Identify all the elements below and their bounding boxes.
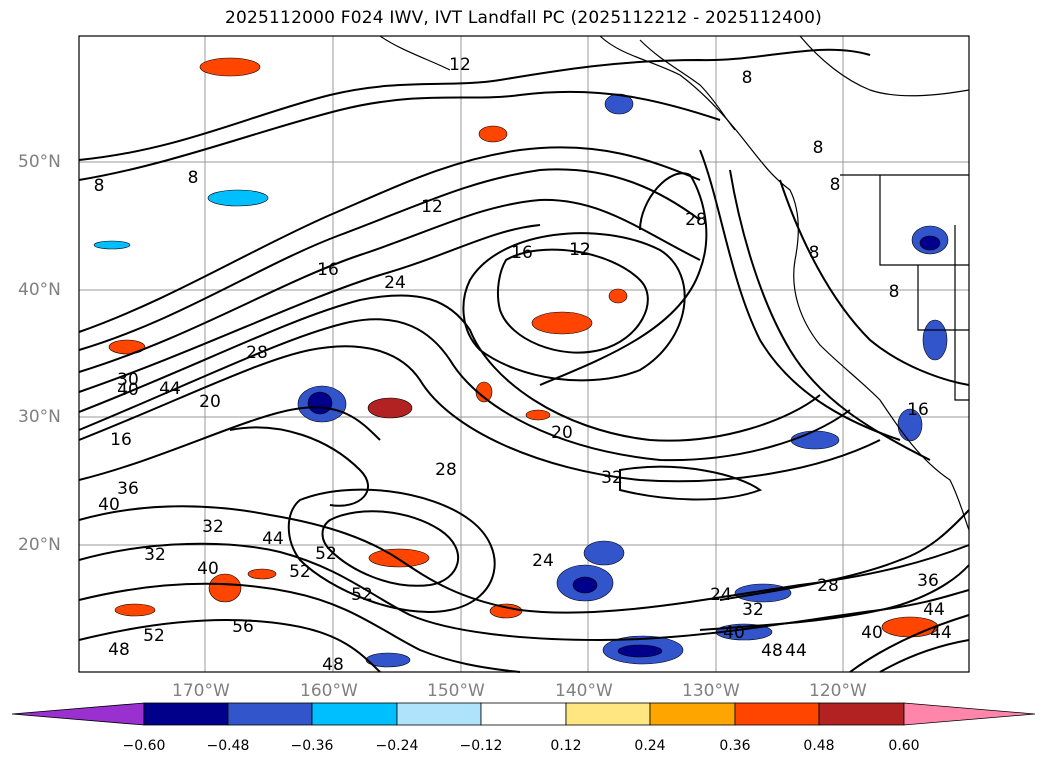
contour-label: 16 [110, 430, 132, 450]
colorbar-swatch [649, 702, 736, 726]
lat-label: 40°N [18, 280, 61, 300]
contour-label: 40 [723, 623, 745, 643]
contour-label: 44 [923, 600, 945, 620]
colorbar-swatch [480, 702, 567, 726]
lon-label: 160°W [300, 681, 358, 701]
coastline [379, 35, 970, 531]
lon-label: 120°W [809, 681, 867, 701]
lon-label: 150°W [427, 681, 485, 701]
colorbar-swatch [818, 702, 905, 726]
colorbar-tick-label: −0.36 [290, 738, 334, 754]
colorbar-tick-label: 0.24 [634, 738, 666, 754]
contour-label: 56 [232, 617, 254, 637]
contour-label: 40 [861, 623, 883, 643]
colorbar-swatch [396, 702, 482, 726]
colorbar [11, 702, 1036, 726]
contour-label: 52 [143, 626, 165, 646]
colorbar-tick-label: 0.12 [550, 738, 582, 754]
contour-label: 32 [144, 545, 166, 565]
contour-label: 16 [317, 260, 339, 280]
contour-label: 40 [117, 380, 139, 400]
contour-label: 8 [830, 175, 841, 195]
colorbar-extend-low [11, 702, 145, 726]
colorbar-swatch [565, 702, 651, 726]
contour-label: 12 [449, 55, 471, 75]
lat-label: 50°N [18, 152, 61, 172]
contour-label: 20 [199, 392, 221, 412]
colorbar-tick-label: 0.60 [888, 738, 920, 754]
colorbar-tick-label: −0.12 [459, 738, 503, 754]
contour-label: 8 [742, 68, 753, 88]
contour-label: 12 [569, 240, 591, 260]
contour-labels: 12 8 8 8 12 16 24 12 16 12 28 8 8 8 44 4… [94, 55, 952, 675]
contour-label: 8 [889, 282, 900, 302]
lon-label: 130°W [682, 681, 740, 701]
contour-label: 48 [108, 640, 130, 660]
contour-label: 8 [94, 176, 105, 196]
contour-label: 24 [532, 551, 554, 571]
map-title: 2025112000 F024 IWV, IVT Landfall PC (20… [224, 8, 823, 28]
colorbar-swatch [734, 702, 820, 726]
shading-blobs [93, 57, 949, 668]
contour-label: 28 [435, 460, 457, 480]
contour-label: 52 [315, 544, 337, 564]
contour-label: 8 [809, 243, 820, 263]
contour-label: 28 [817, 576, 839, 596]
contour-label: 44 [930, 623, 952, 643]
colorbar-tick-label: −0.60 [122, 738, 166, 754]
contour-label: 40 [98, 495, 120, 515]
contour-label: 32 [202, 517, 224, 537]
contour-label: 36 [917, 571, 939, 591]
contour-label: 20 [551, 423, 573, 443]
contour-label: 30 [117, 370, 139, 390]
lat-label: 30°N [18, 407, 61, 427]
colorbar-swatch [227, 702, 313, 726]
contour-label: 52 [289, 562, 311, 582]
contour-label: 40 [197, 559, 219, 579]
contour-label: 28 [685, 210, 707, 230]
contour-label: 8 [813, 138, 824, 158]
contour-label: 32 [601, 468, 623, 488]
contour-label: 16 [511, 243, 533, 263]
contour-label: 24 [384, 273, 406, 293]
contour-label: 24 [710, 585, 732, 605]
contour-label: 12 [421, 197, 443, 217]
contour-label: 12 [569, 240, 591, 260]
colorbar-extend-high [903, 702, 1036, 726]
contour-label: 28 [246, 343, 268, 363]
colorbar-tick-label: −0.24 [375, 738, 419, 754]
lon-label: 170°W [172, 681, 230, 701]
colorbar-swatch [311, 702, 398, 726]
contour-label: 32 [742, 600, 764, 620]
contour-label: 16 [907, 400, 929, 420]
contour-label: 8 [188, 168, 199, 188]
lat-label: 20°N [18, 535, 61, 555]
colorbar-tick-label: 0.48 [803, 738, 835, 754]
contour-label: 52 [351, 585, 373, 605]
lon-label: 140°W [555, 681, 613, 701]
contour-label: 44 [262, 529, 284, 549]
contour-label: 36 [117, 479, 139, 499]
colorbar-tick-label: −0.48 [206, 738, 250, 754]
contour-label: 48 [322, 655, 344, 675]
contour-label: 44 [785, 641, 807, 661]
contour-label: 48 [761, 641, 783, 661]
contour-label: 44 [159, 379, 181, 399]
colorbar-tick-label: 0.36 [719, 738, 751, 754]
colorbar-swatch [143, 702, 229, 726]
